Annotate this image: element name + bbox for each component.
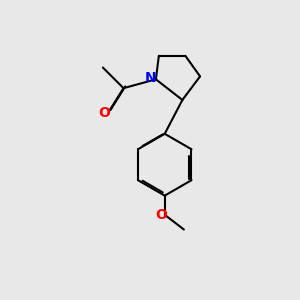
Text: O: O (155, 208, 167, 222)
Text: N: N (145, 71, 156, 85)
Text: O: O (98, 106, 110, 120)
